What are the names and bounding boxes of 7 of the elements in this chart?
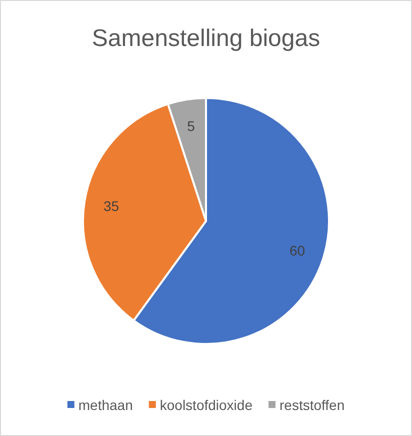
data-label: 35 [103,198,120,214]
chart-title: Samenstelling biogas [92,25,320,52]
legend-label: koolstofdioxide [160,397,253,414]
data-label: 60 [289,242,306,259]
legend-label: reststoffen [279,397,345,414]
legend-label: methaan [78,397,133,414]
data-label: 5 [187,118,196,134]
